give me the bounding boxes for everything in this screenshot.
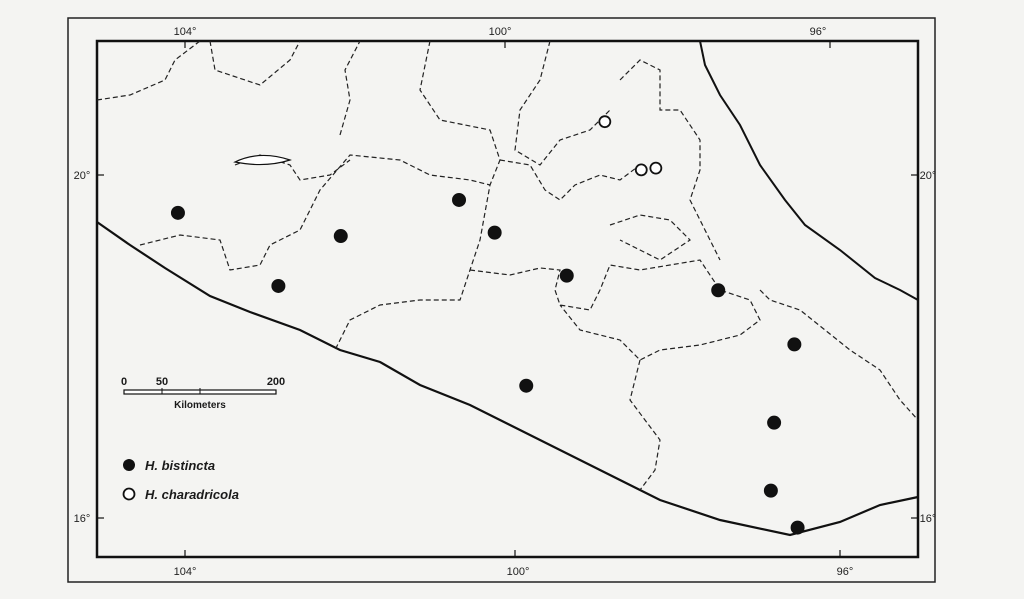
lat-label-right-16: 16° bbox=[920, 513, 937, 525]
bistincta-locality-marker bbox=[711, 283, 726, 298]
bistincta-locality-marker bbox=[519, 378, 534, 393]
bistincta-locality-marker bbox=[559, 268, 574, 283]
bistincta-locality-marker bbox=[487, 225, 502, 240]
scale-bar: 0 50 200 Kilometers bbox=[121, 376, 285, 411]
outer-frame bbox=[67, 17, 936, 583]
lat-label-left-20: 20° bbox=[74, 170, 91, 182]
scale-tick-200: 200 bbox=[267, 376, 285, 388]
charadricola-locality-marker bbox=[649, 161, 663, 175]
lat-label-left-16: 16° bbox=[74, 513, 91, 525]
lon-label-bottom-104: 104° bbox=[174, 566, 197, 578]
scale-tick-50: 50 bbox=[156, 376, 168, 388]
bistincta-locality-marker bbox=[271, 278, 286, 293]
scale-unit: Kilometers bbox=[174, 400, 226, 411]
graticule-ticks bbox=[97, 41, 918, 557]
bistincta-locality-marker bbox=[763, 483, 778, 498]
lon-label-top-96: 96° bbox=[810, 26, 827, 38]
locality-points bbox=[170, 115, 805, 535]
lat-label-right-20: 20° bbox=[920, 170, 937, 182]
gulf-coastline bbox=[699, 40, 919, 301]
lon-label-top-104: 104° bbox=[174, 26, 197, 38]
lon-label-bottom-96: 96° bbox=[837, 566, 854, 578]
lon-label-top-100: 100° bbox=[489, 26, 512, 38]
charadricola-locality-marker bbox=[598, 115, 612, 129]
legend-open-marker bbox=[122, 487, 136, 501]
bistincta-locality-marker bbox=[170, 205, 185, 220]
state-borders bbox=[96, 40, 919, 491]
charadricola-locality-marker bbox=[634, 163, 648, 177]
lon-label-bottom-100: 100° bbox=[507, 566, 530, 578]
legend: H. bistincta H. charadricola bbox=[122, 458, 239, 502]
bistincta-locality-marker bbox=[790, 520, 805, 535]
bistincta-locality-marker bbox=[452, 192, 467, 207]
legend-label-bistincta: H. bistincta bbox=[145, 458, 215, 473]
legend-label-charadricola: H. charadricola bbox=[145, 487, 239, 502]
bistincta-locality-marker bbox=[767, 415, 782, 430]
bistincta-locality-marker bbox=[787, 337, 802, 352]
legend-filled-marker bbox=[123, 459, 135, 471]
scale-tick-0: 0 bbox=[121, 376, 127, 388]
lake-chapala bbox=[233, 154, 292, 166]
bistincta-locality-marker bbox=[333, 229, 348, 244]
